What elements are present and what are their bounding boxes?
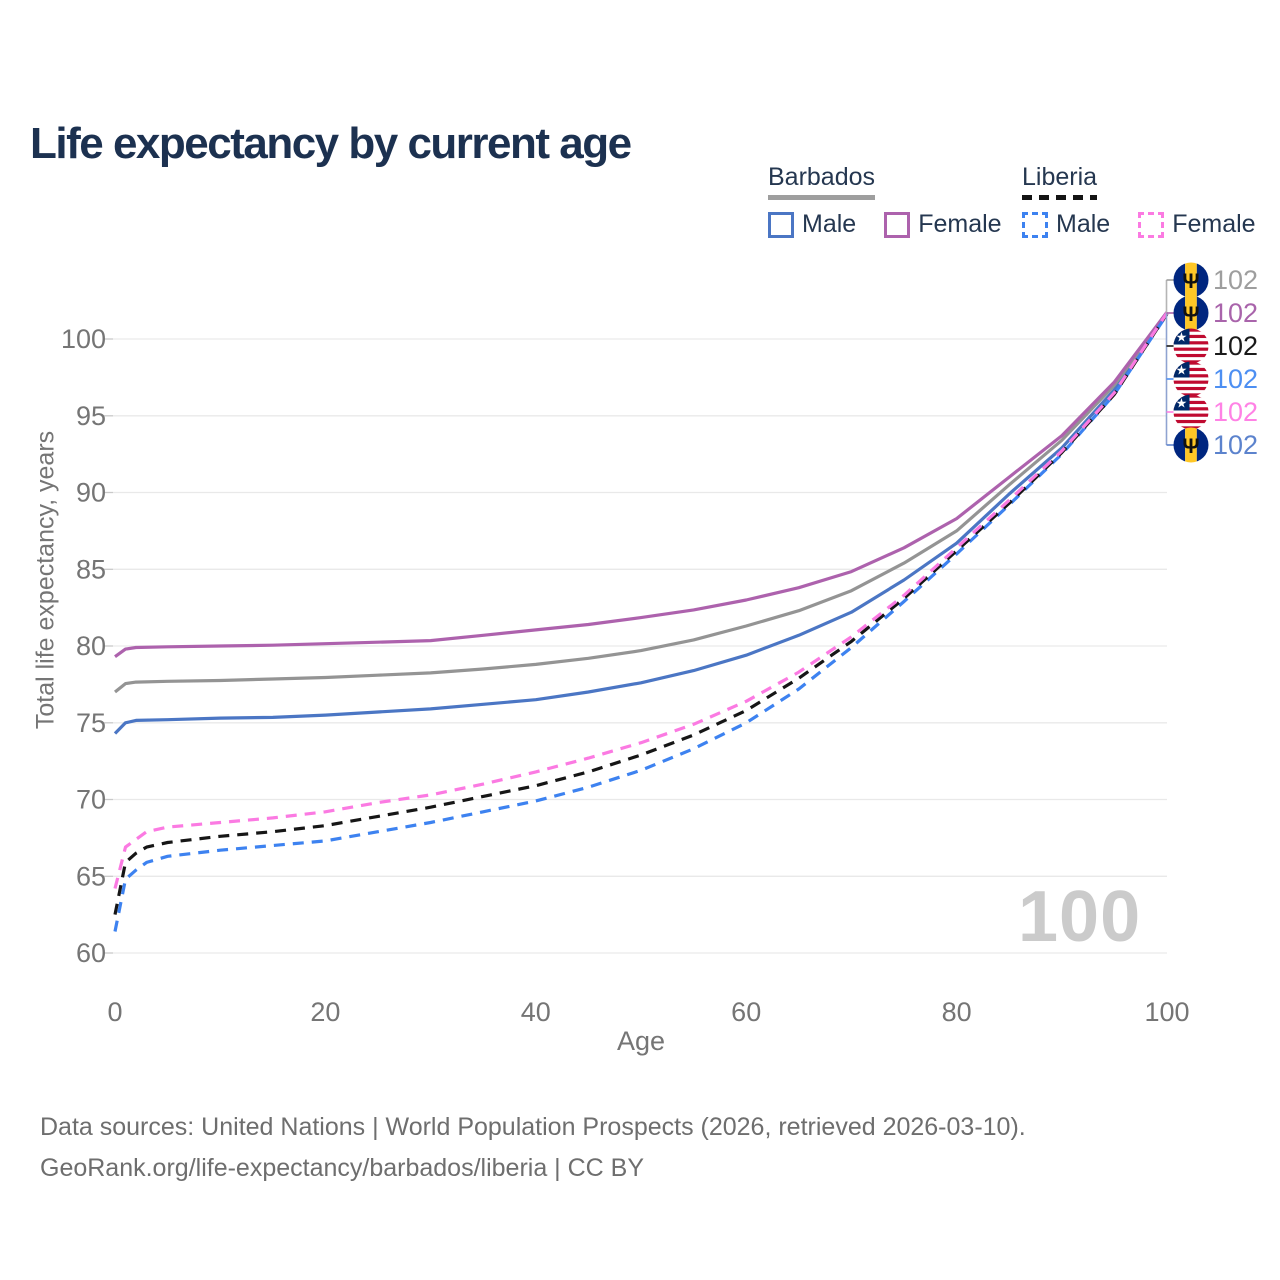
legend-country-label: Liberia — [1022, 163, 1098, 191]
legend-item-liberia-male[interactable]: Male — [1022, 210, 1110, 239]
watermark-age: 100 — [1018, 877, 1142, 957]
x-tick-label: 80 — [942, 997, 972, 1027]
flag-barbados-icon: Ψ — [1173, 262, 1209, 298]
legend-item-label: Female — [1172, 210, 1256, 238]
y-tick-label: 85 — [76, 554, 106, 584]
series-line-barbados-total — [114, 311, 1169, 694]
legend-country-label: Barbados — [768, 163, 876, 191]
legend-item-label: Male — [802, 210, 857, 238]
series-line-barbados-male — [113, 312, 1169, 735]
y-tick-label: 95 — [76, 401, 106, 431]
y-tick-label: 90 — [76, 478, 106, 508]
swatch-barbados-male — [768, 211, 794, 238]
series-line-liberia-total — [113, 312, 1169, 915]
end-value-label-barbados-total: 102 — [1213, 265, 1258, 295]
svg-text:Ψ: Ψ — [1183, 435, 1200, 458]
legend-item-label: Female — [918, 210, 1002, 238]
legend-item-barbados-male[interactable]: Male — [768, 210, 856, 239]
legend-group-liberia: Liberia Male Female — [1022, 163, 1256, 239]
series-line-barbados-female — [114, 311, 1169, 658]
x-tick-label: 20 — [310, 997, 340, 1027]
legend-group-barbados: Barbados Male Female — [768, 163, 1002, 239]
legend-item-label: Male — [1056, 210, 1111, 238]
y-tick-label: 80 — [76, 631, 106, 661]
flag-liberia-icon: ★ — [1173, 361, 1209, 397]
swatch-liberia-male — [1022, 211, 1048, 238]
x-tick-label: 40 — [521, 997, 551, 1027]
legend-country-barbados[interactable]: Barbados — [768, 163, 876, 200]
series-line-liberia-male — [113, 313, 1169, 932]
footer-attribution[interactable]: GeoRank.org/life-expectancy/barbados/lib… — [40, 1154, 645, 1182]
end-value-label-liberia-male: 102 — [1213, 364, 1258, 394]
x-tick-label: 0 — [107, 997, 122, 1027]
svg-text:★: ★ — [1176, 363, 1188, 378]
y-tick-label: 100 — [61, 324, 106, 354]
flag-liberia-icon: ★ — [1173, 328, 1209, 364]
flag-barbados-icon: Ψ — [1173, 427, 1209, 463]
svg-text:★: ★ — [1176, 330, 1188, 345]
swatch-barbados-female — [884, 211, 911, 238]
series-line-liberia-female — [113, 312, 1169, 889]
svg-text:Ψ: Ψ — [1183, 270, 1200, 293]
x-tick-label: 100 — [1144, 997, 1189, 1027]
y-tick-label: 75 — [76, 708, 106, 738]
legend-underline-barbados — [768, 195, 876, 200]
y-tick-label: 70 — [76, 785, 106, 815]
flag-liberia-icon: ★ — [1173, 394, 1209, 430]
x-axis-title: Age — [616, 1026, 666, 1056]
svg-text:★: ★ — [1176, 396, 1188, 411]
svg-text:Ψ: Ψ — [1183, 303, 1200, 326]
y-axis-title: Total life expectancy, years — [31, 430, 60, 730]
end-value-label-liberia-female: 102 — [1213, 397, 1258, 427]
footer-data-sources: Data sources: United Nations | World Pop… — [40, 1113, 1026, 1141]
end-value-label-barbados-male: 102 — [1213, 430, 1258, 460]
swatch-liberia-female — [1138, 211, 1165, 238]
page-title: Life expectancy by current age — [30, 119, 632, 169]
y-tick-label: 65 — [76, 861, 106, 891]
end-value-label-barbados-female: 102 — [1213, 298, 1258, 328]
footer: Data sources: United Nations | World Pop… — [40, 1107, 1026, 1189]
legend-item-barbados-female[interactable]: Female — [884, 210, 1002, 239]
legend-item-liberia-female[interactable]: Female — [1138, 210, 1256, 239]
legend-country-liberia[interactable]: Liberia — [1022, 163, 1098, 200]
y-tick-label: 60 — [76, 938, 106, 968]
legend-underline-liberia — [1022, 195, 1098, 200]
end-value-label-liberia-total: 102 — [1213, 331, 1258, 361]
flag-barbados-icon: Ψ — [1173, 295, 1209, 331]
x-tick-label: 60 — [731, 997, 761, 1027]
